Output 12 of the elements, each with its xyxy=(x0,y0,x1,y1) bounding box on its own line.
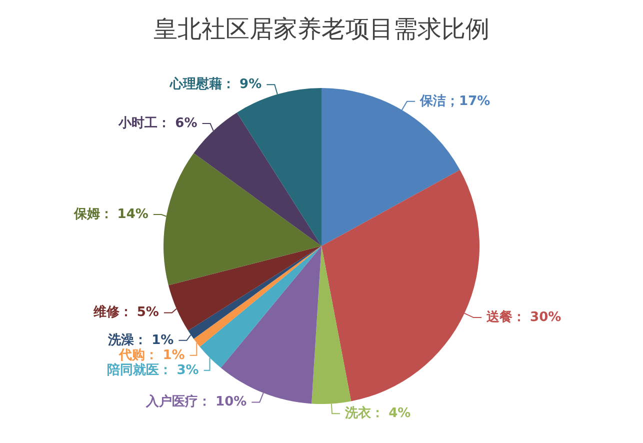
slice-label: 入户医疗： 10% xyxy=(145,394,247,410)
slice-label: 洗澡： 1% xyxy=(107,332,174,348)
slice-label: 小时工： 6% xyxy=(118,116,198,132)
slice-label: 保姆： 14% xyxy=(72,207,148,222)
slice-label: 保洁；17% xyxy=(419,94,490,109)
slice-label: 心理慰藉： 9% xyxy=(169,76,262,92)
slice-label: 维修： 5% xyxy=(92,304,159,320)
slice-label: 送餐： 30% xyxy=(486,310,562,326)
slice-label: 洗衣： 4% xyxy=(344,405,411,422)
chart-title: 皇北社区居家养老项目需求比例 xyxy=(154,15,490,43)
slice-label: 代购： 1% xyxy=(118,348,185,363)
slice-label: 陪同就医： 3% xyxy=(107,362,199,378)
